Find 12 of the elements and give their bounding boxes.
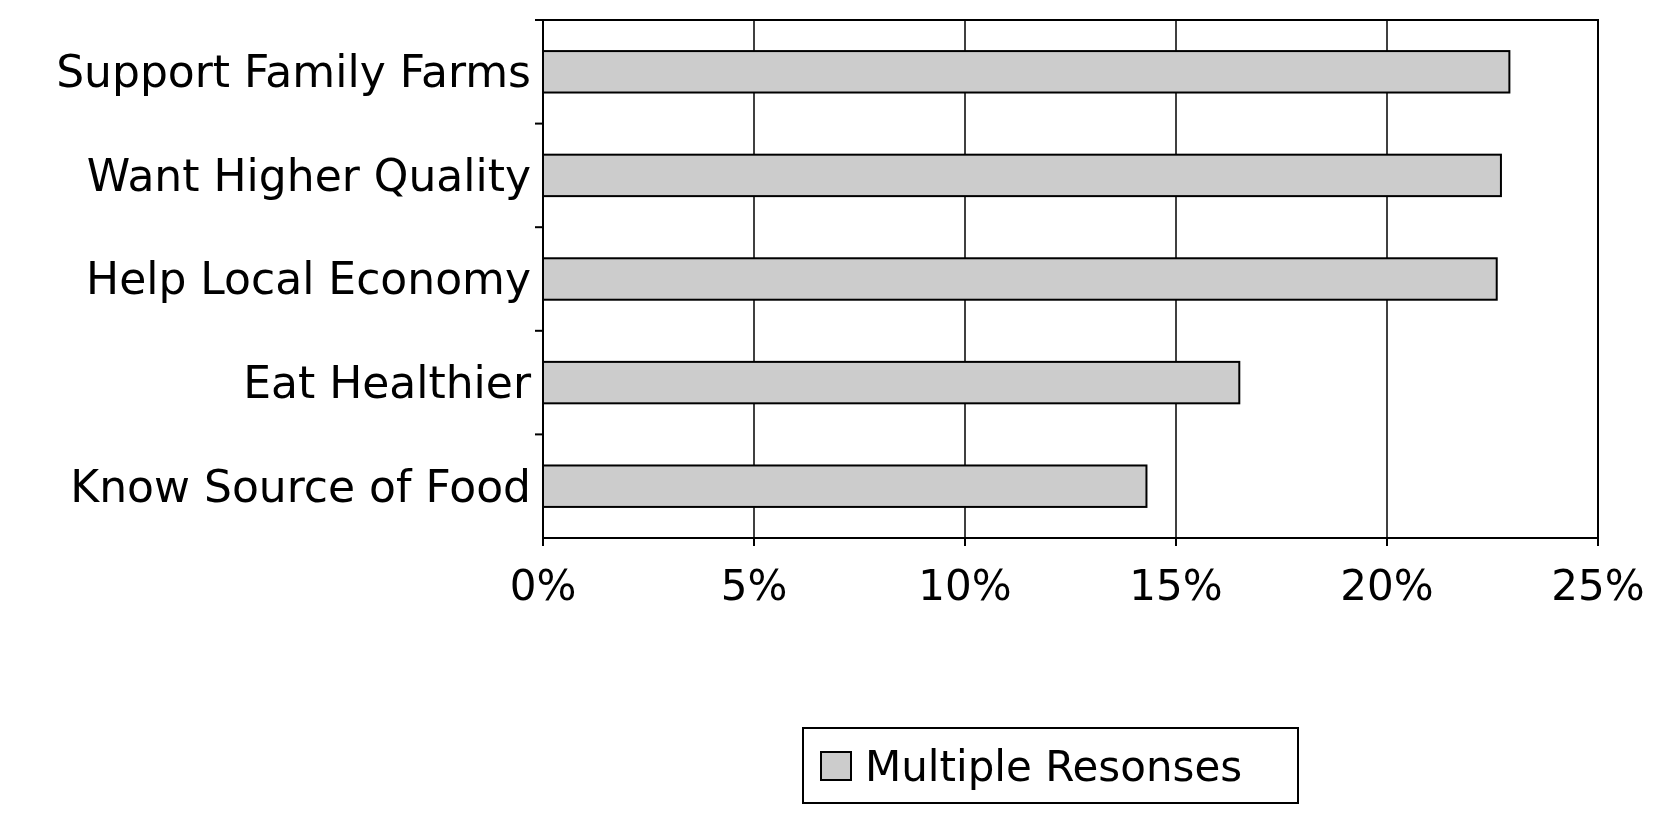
x-tick-label: 10% [918,561,1012,610]
y-tick-label: Know Source of Food [70,460,531,512]
x-tick-label: 20% [1340,561,1434,610]
legend-label: Multiple Resonses [865,741,1243,791]
y-tick-label: Want Higher Quality [86,149,531,201]
y-tick-label: Eat Healthier [243,357,532,408]
y-tick-label: Support Family Farms [56,46,531,98]
x-tick-label: 25% [1551,561,1645,610]
x-tick-label: 5% [720,561,788,610]
y-tick-label: Help Local Economy [86,253,531,305]
x-tick-label: 15% [1129,561,1223,610]
x-tick-label: 0% [509,561,577,610]
